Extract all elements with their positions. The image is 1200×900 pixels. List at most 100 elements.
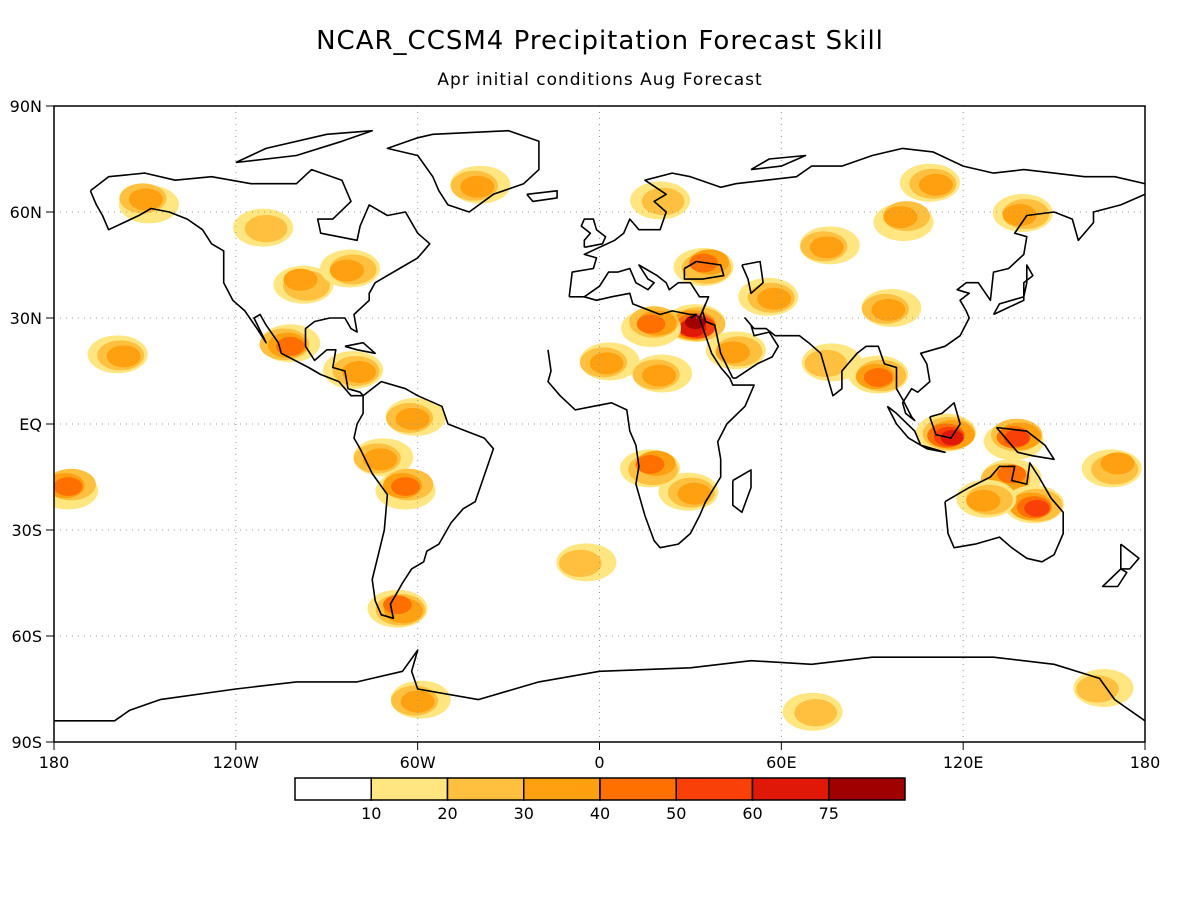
skill-blob	[715, 341, 750, 364]
skill-blob	[635, 455, 665, 474]
coastline-path	[732, 193, 1145, 422]
lat-tick-label: 60S	[11, 627, 42, 646]
skill-blob	[997, 464, 1027, 484]
skill-region	[782, 692, 843, 731]
skill-region	[620, 449, 681, 488]
coastline-path	[235, 129, 373, 164]
legend-swatch	[446, 777, 525, 801]
skill-region	[861, 288, 922, 327]
coastline-path	[992, 264, 1034, 316]
skill-region	[983, 418, 1044, 461]
skill-region	[873, 201, 934, 242]
skill-blob	[1002, 204, 1037, 226]
skill-blob	[329, 259, 364, 282]
skill-blob	[1004, 429, 1030, 447]
skill-blob	[391, 477, 420, 496]
skill-blob	[1024, 499, 1050, 517]
skill-blob	[400, 690, 435, 713]
skill-region	[899, 163, 960, 202]
skill-region	[118, 183, 179, 224]
skill-region	[579, 342, 640, 381]
legend-swatch	[523, 777, 601, 801]
skill-blob	[883, 206, 918, 229]
coastline-path	[741, 260, 764, 295]
skill-region	[665, 304, 726, 343]
coastline-path	[920, 444, 946, 454]
lat-tick-label: 60N	[10, 203, 42, 222]
grid-lines	[54, 106, 1145, 742]
skill-blob	[863, 368, 893, 387]
skill-region	[375, 468, 436, 510]
legend-label: 40	[590, 804, 610, 823]
skill-blob	[54, 477, 83, 496]
lon-tick-label: 120E	[943, 753, 984, 772]
skill-blob	[809, 236, 844, 259]
legend-label: 20	[437, 804, 457, 823]
coastline-path	[580, 218, 607, 249]
skill-region	[385, 397, 446, 436]
map-title: NCAR_CCSM4 Precipitation Forecast Skill	[316, 26, 884, 56]
lon-tick-label: 120W	[213, 753, 260, 772]
skill-blob	[642, 364, 677, 387]
skill-blob	[460, 175, 495, 198]
color-legend: 10 20 30 40 50 60 75	[294, 777, 906, 823]
lon-tick-label: 180	[1130, 753, 1161, 772]
lat-tick-label: 30S	[11, 521, 42, 540]
skill-blob	[363, 448, 398, 471]
skill-region	[916, 413, 977, 452]
skill-region	[621, 306, 682, 348]
legend-swatch	[294, 777, 372, 801]
skill-shading	[54, 163, 1142, 731]
skill-region	[323, 351, 384, 389]
coastlines	[54, 129, 1145, 722]
skill-region	[1081, 449, 1142, 488]
lon-tick-label: 60E	[766, 753, 796, 772]
coastline-path	[1120, 543, 1140, 570]
map-subtitle: Apr initial conditions Aug Forecast	[437, 70, 763, 90]
legend-swatch	[599, 777, 677, 801]
skill-blob	[395, 407, 430, 430]
skill-region	[630, 181, 691, 220]
coastline-path	[995, 426, 1055, 461]
coastline-path	[732, 469, 752, 514]
skill-region	[705, 331, 766, 370]
lat-tick-label: 90S	[11, 733, 42, 752]
skill-region	[450, 165, 511, 204]
skill-region	[1073, 669, 1134, 707]
skill-region	[54, 468, 99, 510]
skill-blob	[106, 345, 141, 368]
coastline-path	[683, 260, 725, 280]
skill-region	[848, 355, 909, 394]
coastline-path	[54, 649, 1145, 722]
skill-blob	[684, 315, 706, 330]
skill-blob	[641, 187, 685, 216]
lon-tick-label: 60W	[400, 753, 436, 772]
skill-blob	[1100, 452, 1135, 475]
lat-tick-label: EQ	[19, 415, 42, 434]
skill-region	[556, 543, 617, 582]
skill-blob	[757, 287, 792, 310]
skill-blob	[383, 595, 412, 615]
coastline-path	[353, 380, 495, 620]
skill-region	[319, 249, 380, 288]
legend-label: 10	[361, 804, 381, 823]
skill-blob	[677, 482, 712, 505]
coastline-path	[701, 303, 734, 379]
coastline-path	[547, 264, 755, 549]
skill-blob	[589, 352, 624, 375]
legend-label: 75	[819, 804, 839, 823]
skill-blob	[966, 489, 1001, 512]
legend-swatch	[675, 777, 754, 801]
coastline-path	[1101, 568, 1128, 588]
skill-region	[799, 226, 860, 265]
skill-blob	[918, 173, 953, 196]
coastline-path	[568, 147, 1145, 297]
skill-blob	[794, 699, 837, 727]
skill-region	[390, 680, 451, 719]
skill-region	[87, 335, 148, 374]
legend-label: 30	[514, 804, 534, 823]
skill-blob	[283, 268, 318, 291]
skill-region	[367, 589, 428, 628]
lon-tick-label: 0	[594, 753, 604, 772]
skill-region	[801, 343, 862, 382]
